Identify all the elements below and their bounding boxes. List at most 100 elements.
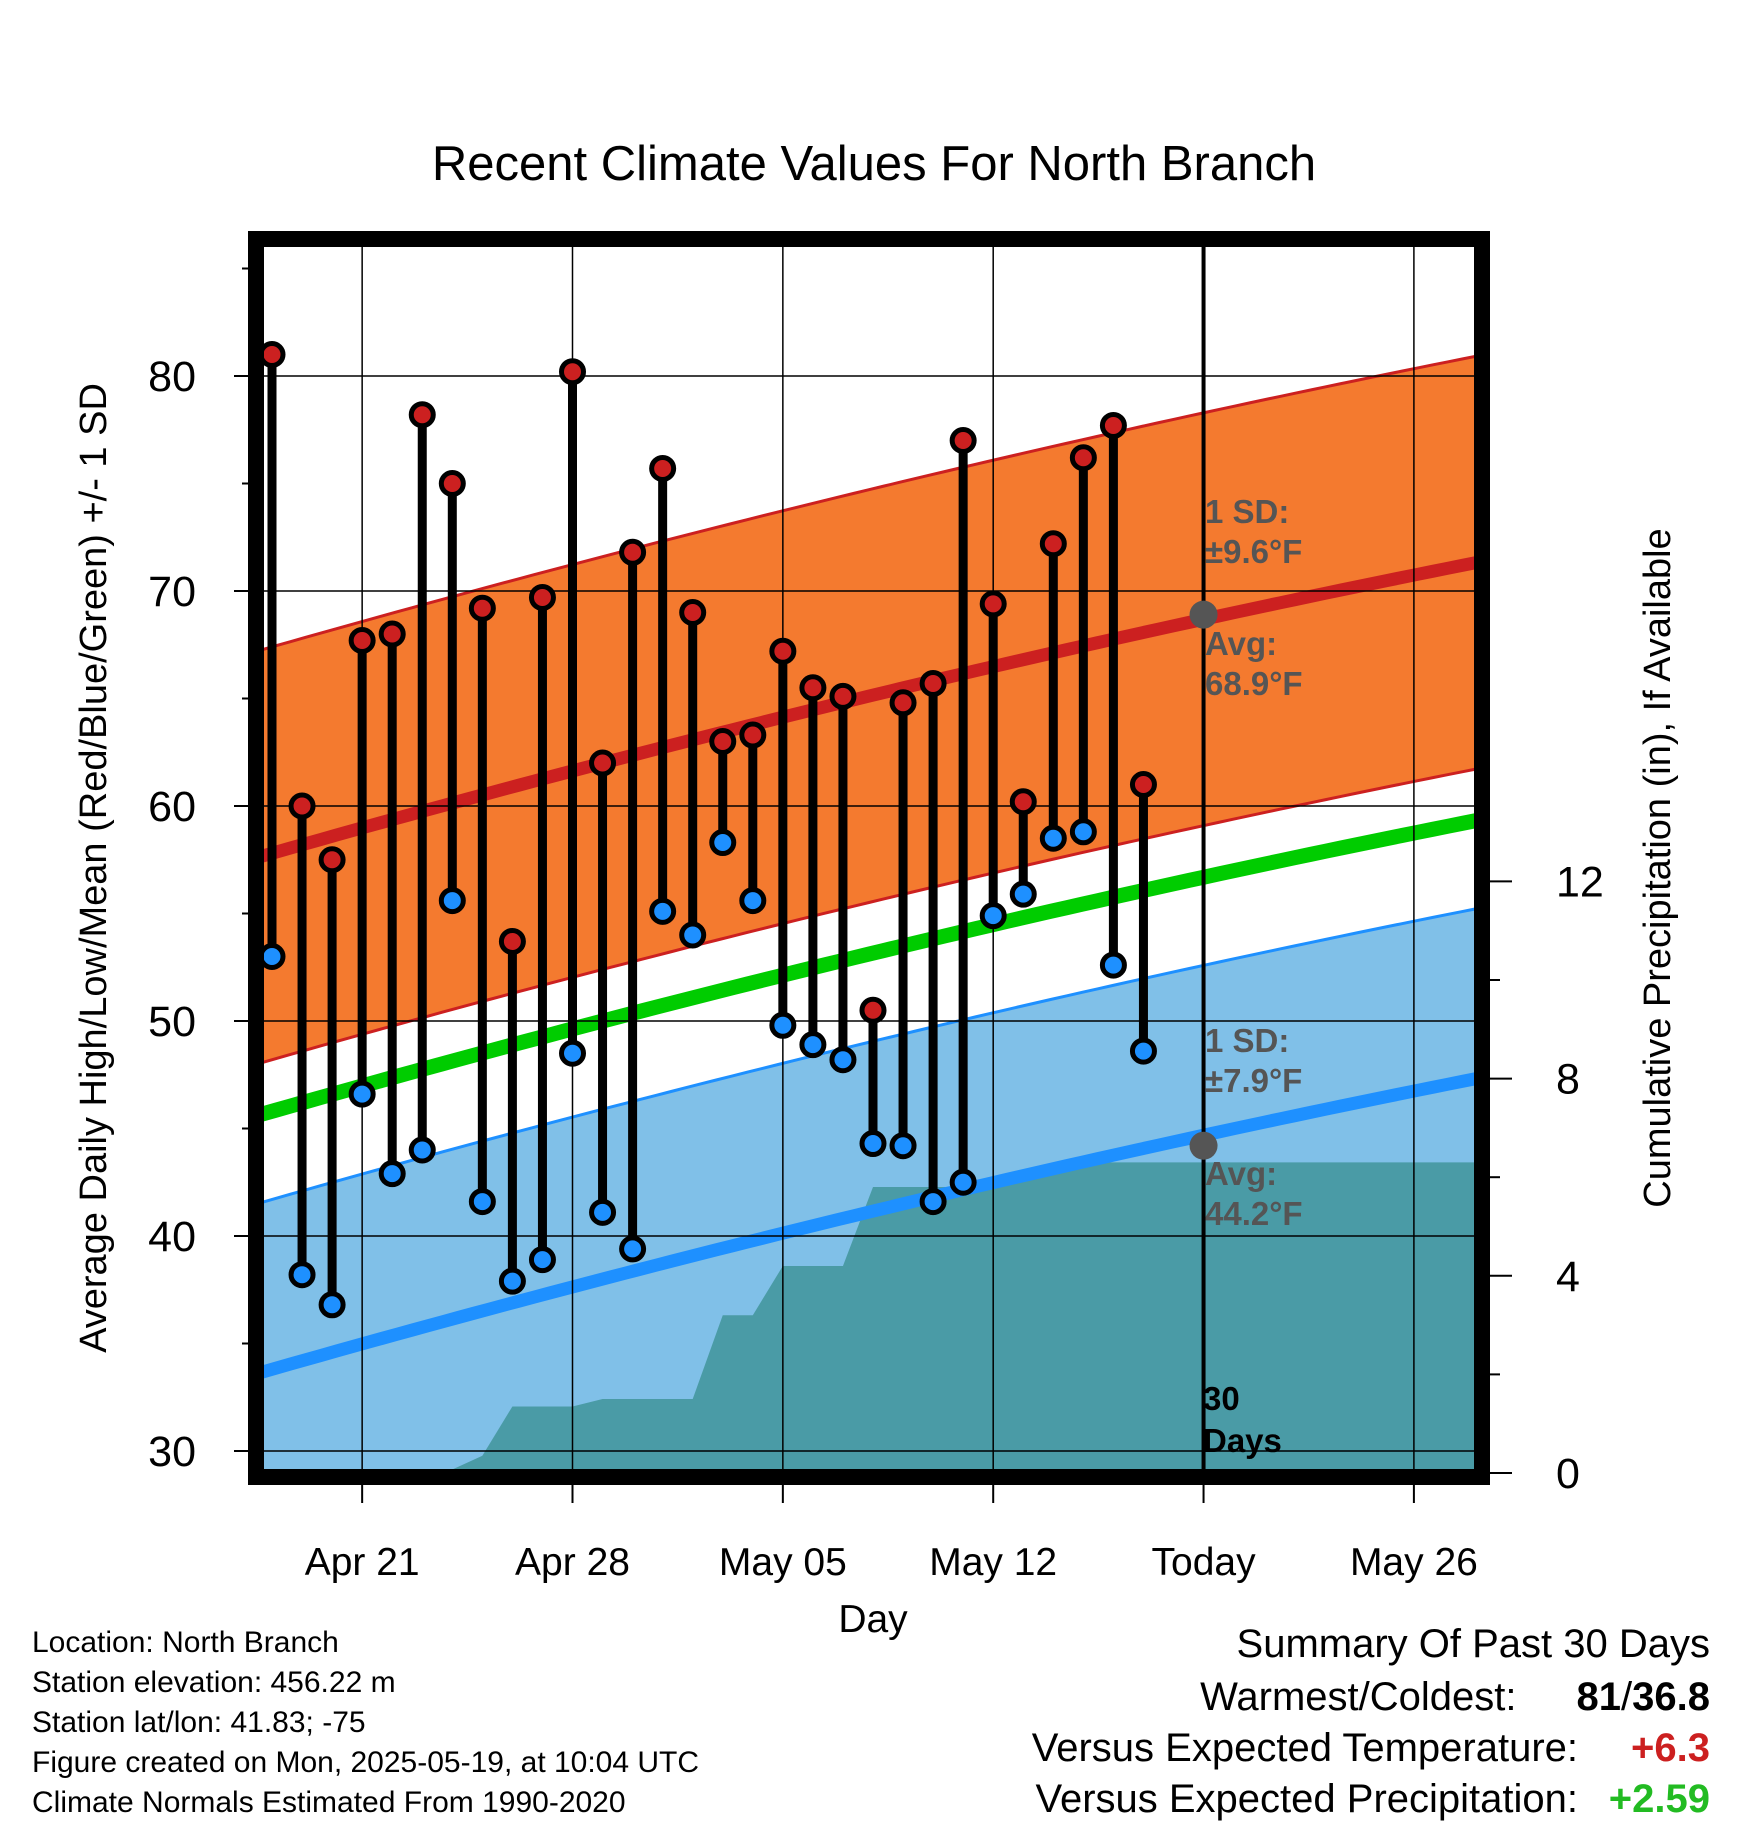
today-low-avg-dot [1189, 1131, 1218, 1160]
high-sd-value: ±9.6°F [1205, 533, 1302, 570]
latlon-text: Station lat/lon: 41.83; -75 [32, 1706, 366, 1739]
precip-value: +2.59 [1608, 1777, 1710, 1821]
normal-mean-line [260, 812, 1478, 1122]
daily-low-point [679, 921, 707, 949]
daily-low-point [528, 1246, 556, 1274]
low-sd-label: 1 SD: [1205, 1022, 1289, 1059]
daily-low-point [649, 897, 677, 925]
daily-high-point [1039, 530, 1067, 558]
daily-low-point [348, 1080, 376, 1108]
daily-low-point [739, 887, 767, 915]
daily-high-point [1099, 411, 1127, 439]
temp-label: Versus Expected Temperature: [1031, 1726, 1578, 1770]
y2-tick-label: 0 [1556, 1450, 1580, 1498]
y-tick-label: 60 [148, 783, 196, 831]
daily-high-point [889, 689, 917, 717]
today-high-avg-dot [1189, 600, 1218, 629]
summary-panel: Summary Of Past 30 Days Warmest/Coldest:… [810, 1622, 1710, 1828]
location-text: Location: North Branch [32, 1626, 339, 1659]
precip-label: Versus Expected Precipitation: [1035, 1777, 1578, 1821]
x-tick-label: May 05 [719, 1541, 847, 1584]
y2-axis-label: Cumulative Precipitation (in), If Availa… [1637, 528, 1679, 1207]
chart-title: Recent Climate Values For North Branch [432, 137, 1316, 191]
x-tick-label: Apr 21 [305, 1541, 420, 1584]
y-tick-label: 50 [148, 998, 196, 1046]
y-tick-label: 80 [148, 353, 196, 401]
high-sd-band [260, 355, 1478, 1064]
daily-high-point [348, 626, 376, 654]
y2-tick-label: 8 [1556, 1056, 1580, 1104]
daily-high-point [528, 583, 556, 611]
daily-low-point [1069, 818, 1097, 846]
station-info: Location: North Branch Station elevation… [32, 1623, 699, 1823]
daily-high-point [619, 538, 647, 566]
normals-text: Climate Normals Estimated From 1990-2020 [32, 1786, 626, 1819]
daily-high-point [1009, 788, 1037, 816]
summary-warmest-row: Warmest/Coldest: 81/36.8 [810, 1675, 1710, 1726]
summary-temp-row: Versus Expected Temperature: +6.3 [810, 1726, 1710, 1777]
y-axis-label: Average Daily High/Low/Mean (Red/Blue/Gr… [73, 383, 115, 1353]
y2-tick-label: 4 [1556, 1253, 1580, 1301]
daily-low-point [378, 1160, 406, 1188]
daily-high-point [378, 620, 406, 648]
daily-low-point [769, 1011, 797, 1039]
summary-precip-row: Versus Expected Precipitation: +2.59 [810, 1777, 1710, 1828]
daily-low-point [498, 1267, 526, 1295]
daily-low-point [709, 829, 737, 857]
low-sd-value: ±7.9°F [1205, 1062, 1302, 1099]
daily-high-point [318, 846, 346, 874]
daily-high-point [739, 721, 767, 749]
daily-high-point [288, 792, 316, 820]
daily-high-point [498, 927, 526, 955]
normal-high-line [260, 555, 1478, 863]
daily-low-point [468, 1188, 496, 1216]
daily-low-point [829, 1046, 857, 1074]
warmest-label: Warmest/Coldest: [1200, 1675, 1517, 1719]
daily-high-point [559, 358, 586, 386]
daily-low-point [799, 1031, 827, 1059]
x-tick-label: May 12 [929, 1541, 1057, 1584]
y2-tick-label: 12 [1556, 858, 1604, 906]
daily-low-point [260, 943, 286, 970]
daily-high-point [859, 996, 887, 1024]
low-avg-label: Avg: [1205, 1155, 1277, 1192]
days-word: Days [1203, 1422, 1282, 1459]
low-sd-band [260, 908, 1478, 1473]
created-text: Figure created on Mon, 2025-05-19, at 10… [32, 1746, 700, 1779]
y-tick-label: 40 [148, 1213, 196, 1261]
high-avg-label: Avg: [1205, 625, 1277, 662]
daily-high-point [438, 470, 466, 497]
daily-low-point [408, 1136, 436, 1164]
daily-low-point [288, 1261, 316, 1289]
daily-low-point [619, 1235, 647, 1263]
daily-high-point [1129, 771, 1157, 798]
daily-high-point [979, 590, 1007, 618]
high-sd-band-upper-edge [260, 354, 1478, 652]
daily-high-point [919, 669, 947, 697]
daily-low-point [1099, 951, 1127, 979]
daily-low-point [1009, 880, 1037, 908]
daily-low-point [559, 1039, 586, 1067]
warmest-high: 81 [1576, 1675, 1622, 1719]
summary-title: Summary Of Past 30 Days [1236, 1622, 1710, 1666]
daily-high-point [260, 341, 286, 368]
y-tick-label: 30 [148, 1428, 196, 1476]
x-tick-label: Today [1152, 1541, 1257, 1584]
high-avg-value: 68.9°F [1205, 665, 1303, 702]
high-sd-label: 1 SD: [1205, 493, 1289, 530]
daily-high-point [829, 682, 857, 710]
daily-low-point [1039, 824, 1067, 852]
daily-high-point [799, 674, 827, 702]
daily-low-point [589, 1198, 617, 1226]
daily-low-point [318, 1291, 346, 1319]
plot-frame [248, 231, 1490, 1485]
daily-low-point [1129, 1037, 1157, 1065]
x-axis-label: Day [838, 1598, 908, 1641]
daily-low-point [438, 887, 466, 915]
y-tick-label: 70 [148, 568, 196, 616]
daily-low-point [949, 1168, 977, 1196]
warmest-sep: / [1621, 1675, 1633, 1719]
daily-high-point [1069, 444, 1097, 472]
